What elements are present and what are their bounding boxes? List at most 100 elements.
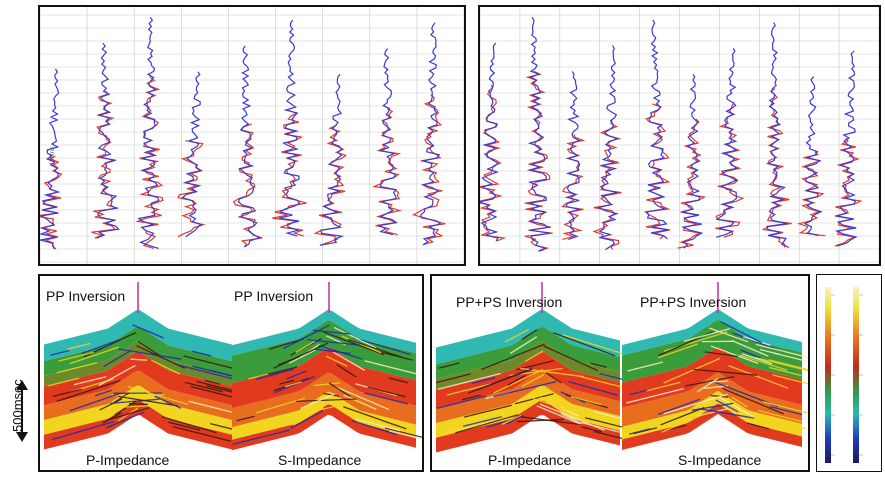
reflector bbox=[323, 331, 385, 356]
reflector bbox=[105, 411, 145, 429]
log-trace-blue bbox=[597, 45, 619, 251]
colorbar-2 bbox=[853, 287, 859, 463]
reflector bbox=[697, 377, 719, 393]
reflector bbox=[658, 398, 701, 416]
well-log-traces-left bbox=[40, 7, 464, 264]
reflector bbox=[446, 383, 492, 396]
seismic-panel-pp: PP Inversion PP Inversion P-Impedance S-… bbox=[38, 274, 424, 472]
impedance-band bbox=[436, 327, 620, 379]
reflector bbox=[343, 406, 407, 430]
reflector bbox=[352, 336, 411, 356]
reflector bbox=[769, 405, 803, 416]
reflector bbox=[758, 416, 806, 430]
reflector bbox=[300, 393, 336, 409]
reflector bbox=[333, 326, 377, 349]
reflector bbox=[103, 350, 131, 368]
reflector bbox=[328, 382, 352, 398]
seismic-panel-ppps: PP+PS Inversion PP+PS Inversion P-Impeda… bbox=[430, 274, 810, 472]
reflector bbox=[663, 393, 728, 415]
reflector bbox=[516, 418, 564, 423]
reflector bbox=[130, 358, 148, 361]
reflector bbox=[570, 395, 602, 406]
reflector bbox=[543, 345, 599, 372]
log-trace-blue bbox=[96, 42, 120, 239]
reflector bbox=[81, 339, 120, 355]
reflector bbox=[236, 415, 255, 422]
impedance-band bbox=[622, 319, 802, 383]
reflector bbox=[629, 389, 648, 396]
impedance-band bbox=[44, 352, 232, 406]
reflector bbox=[728, 364, 789, 389]
reflector bbox=[109, 404, 163, 409]
impedance-band bbox=[622, 390, 802, 440]
reflector bbox=[691, 402, 734, 411]
reflector bbox=[746, 422, 769, 430]
log-trace-red bbox=[480, 84, 507, 242]
reflector bbox=[562, 334, 626, 356]
reflector bbox=[314, 348, 351, 355]
log-trace-blue bbox=[681, 73, 704, 249]
impedance-band bbox=[622, 403, 802, 450]
reflector bbox=[660, 406, 705, 426]
scale-bar-label: 500msec bbox=[10, 379, 25, 432]
reflector bbox=[715, 399, 739, 413]
grid bbox=[40, 7, 464, 264]
reflector bbox=[69, 346, 119, 365]
impedance-band bbox=[232, 391, 416, 440]
reflector bbox=[722, 387, 785, 415]
reflector bbox=[334, 385, 390, 411]
reflector bbox=[524, 350, 544, 362]
reflector bbox=[332, 351, 366, 371]
log-trace-blue bbox=[480, 42, 499, 242]
label-ppps-inversion-left: PP+PS Inversion bbox=[456, 294, 563, 310]
reflector bbox=[663, 357, 720, 384]
log-trace-blue bbox=[834, 50, 858, 247]
reflector bbox=[545, 372, 562, 384]
reflector bbox=[248, 373, 269, 380]
reflector bbox=[719, 396, 756, 419]
reflector bbox=[568, 380, 618, 396]
log-trace-blue bbox=[564, 71, 582, 240]
colorbars bbox=[825, 287, 863, 463]
log-trace-blue bbox=[137, 17, 160, 249]
label-ppps-inversion-right: PP+PS Inversion bbox=[640, 294, 747, 310]
reflector bbox=[521, 374, 545, 387]
reflector bbox=[296, 398, 357, 403]
reflector bbox=[758, 409, 803, 423]
impedance-band bbox=[622, 309, 802, 356]
reflector bbox=[438, 362, 460, 369]
grid bbox=[480, 7, 879, 264]
log-trace-blue bbox=[377, 48, 398, 236]
reflector bbox=[52, 388, 82, 398]
reflector bbox=[759, 348, 779, 355]
reflector bbox=[658, 343, 698, 359]
reflector bbox=[645, 381, 681, 392]
reflector bbox=[740, 349, 761, 359]
reflector bbox=[52, 420, 115, 441]
reflector bbox=[468, 368, 533, 394]
label-p-impedance-right: P-Impedance bbox=[488, 452, 572, 468]
log-trace-blue bbox=[319, 73, 345, 246]
impedance-band bbox=[44, 341, 232, 387]
reflector bbox=[507, 374, 527, 386]
reflector bbox=[290, 410, 324, 429]
reflector bbox=[47, 377, 80, 387]
reflector bbox=[520, 416, 581, 426]
reflector bbox=[172, 425, 231, 442]
label-pp-inversion-right: PP Inversion bbox=[234, 288, 314, 304]
reflector bbox=[670, 424, 687, 430]
time-scale-tick: 100ms bbox=[50, 146, 56, 165]
reflector bbox=[98, 364, 136, 387]
reflector bbox=[661, 412, 708, 433]
reflector bbox=[481, 343, 545, 371]
label-s-impedance-left: S-Impedance bbox=[278, 452, 362, 468]
reflector bbox=[389, 430, 422, 440]
reflector bbox=[351, 420, 397, 436]
reflector bbox=[167, 421, 201, 431]
reflector bbox=[437, 372, 501, 390]
well-log-traces-right bbox=[480, 7, 879, 264]
reflector bbox=[768, 366, 802, 377]
log-trace-blue bbox=[40, 68, 61, 250]
reflector bbox=[102, 412, 123, 424]
log-trace-red bbox=[715, 101, 745, 238]
